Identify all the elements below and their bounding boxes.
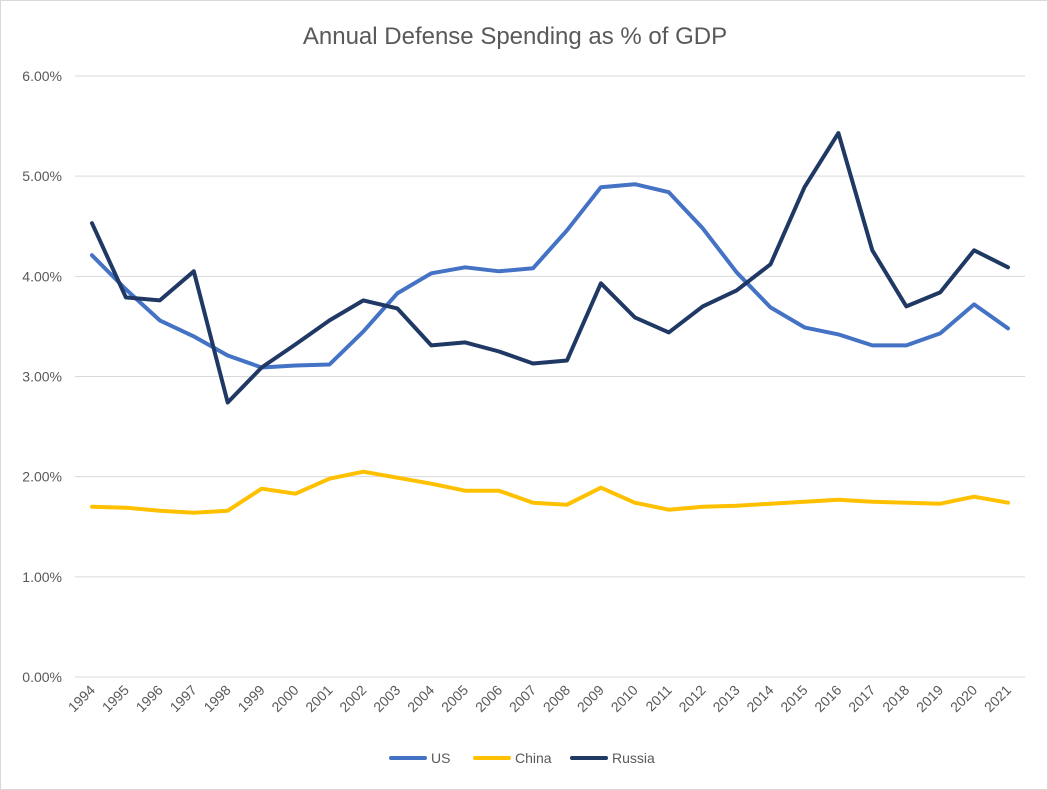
- y-tick-label: 1.00%: [22, 569, 62, 585]
- x-tick-label: 2007: [506, 682, 539, 715]
- x-tick-label: 2004: [404, 682, 437, 715]
- x-tick-label: 2018: [879, 682, 912, 715]
- x-axis-tick-labels: 1994 1995 1996 1997 1998 1999 2000 2001 2002 2003…: [65, 682, 1015, 715]
- x-tick-label: 2015: [777, 682, 810, 715]
- x-tick-label: 2001: [302, 682, 335, 715]
- legend-label-china: China: [515, 750, 552, 766]
- x-tick-label: 2012: [675, 682, 708, 715]
- y-tick-label: 3.00%: [22, 369, 62, 385]
- gridlines: [75, 75, 1025, 678]
- x-tick-label: 2002: [336, 682, 369, 715]
- x-tick-label: 2021: [981, 682, 1014, 715]
- x-tick-label: 2005: [438, 682, 471, 715]
- series-line-china: [90, 469, 1010, 515]
- x-tick-label: 1997: [167, 682, 200, 715]
- x-tick-label: 1995: [99, 682, 132, 715]
- x-tick-label: 1994: [65, 682, 98, 715]
- x-tick-label: 1996: [133, 682, 166, 715]
- y-tick-label: 6.00%: [22, 68, 62, 84]
- x-tick-label: 2016: [811, 682, 844, 715]
- x-tick-label: 2011: [642, 682, 675, 715]
- y-tick-label: 5.00%: [22, 168, 62, 184]
- x-tick-label: 2006: [472, 682, 505, 715]
- x-tick-label: 2008: [540, 682, 573, 715]
- x-tick-label: 2003: [370, 682, 403, 715]
- x-tick-label: 1999: [234, 682, 267, 715]
- series-line-us: [90, 182, 1010, 370]
- series-lines: [90, 131, 1010, 515]
- chart-title: Annual Defense Spending as % of GDP: [303, 23, 727, 50]
- y-axis-tick-labels: 0.00% 1.00% 2.00% 3.00% 4.00% 5.00% 6.00%: [22, 68, 62, 685]
- y-tick-label: 0.00%: [22, 669, 62, 685]
- legend-label-russia: Russia: [612, 750, 655, 766]
- x-tick-label: 2020: [947, 682, 980, 715]
- legend: US China Russia: [389, 750, 655, 766]
- x-tick-label: 1998: [200, 682, 233, 715]
- x-tick-label: 2019: [913, 682, 946, 715]
- x-tick-label: 2014: [743, 682, 776, 715]
- x-tick-label: 2010: [608, 682, 641, 715]
- x-tick-label: 2000: [268, 682, 301, 715]
- y-tick-label: 2.00%: [22, 469, 62, 485]
- x-tick-label: 2017: [845, 682, 878, 715]
- x-tick-label: 2013: [709, 682, 742, 715]
- x-tick-label: 2009: [574, 682, 607, 715]
- y-tick-label: 4.00%: [22, 268, 62, 284]
- series-line-russia: [90, 131, 1010, 405]
- legend-label-us: US: [431, 750, 450, 766]
